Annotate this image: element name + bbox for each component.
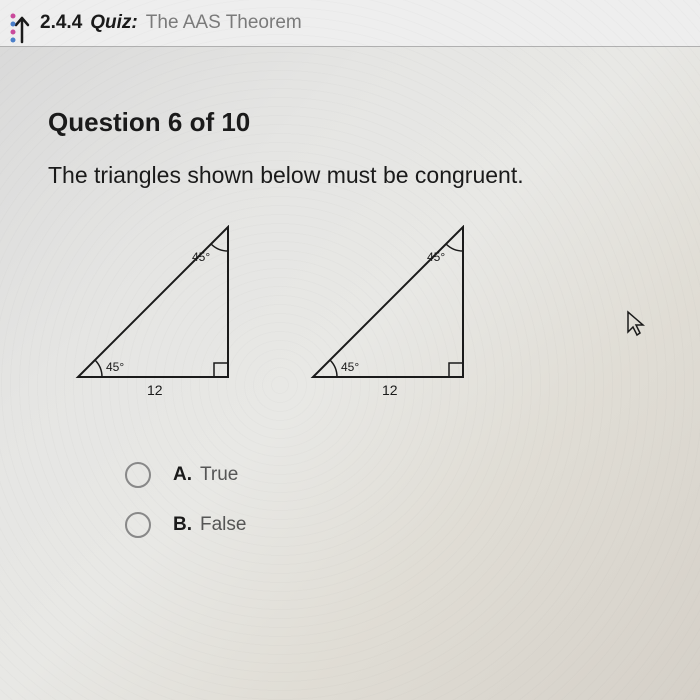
radio-a[interactable] [125, 462, 151, 488]
option-b-letter: B. [173, 514, 192, 536]
svg-text:45°: 45° [341, 360, 359, 374]
option-b[interactable]: B. False [125, 512, 700, 538]
svg-text:12: 12 [382, 382, 398, 398]
quiz-header-bar: 2.4.4 Quiz: The AAS Theorem [0, 0, 700, 47]
svg-text:45°: 45° [427, 250, 445, 264]
triangles-figure: 45° 45° 12 45° 45° 12 [70, 225, 700, 400]
cursor-icon [624, 310, 648, 338]
question-prompt: The triangles shown below must be congru… [48, 162, 700, 189]
quiz-title: The AAS Theorem [146, 12, 302, 34]
triangle-left: 45° 45° 12 [70, 225, 240, 400]
nav-arrow-icon[interactable] [4, 8, 32, 48]
option-a-text: True [200, 464, 238, 486]
radio-b[interactable] [125, 512, 151, 538]
option-b-text: False [200, 514, 246, 536]
option-a[interactable]: A. True [125, 462, 700, 488]
quiz-label: Quiz: [90, 12, 138, 34]
svg-text:45°: 45° [106, 360, 124, 374]
svg-text:45°: 45° [192, 250, 210, 264]
answer-options: A. True B. False [125, 462, 700, 538]
triangle-right: 45° 45° 12 [305, 225, 475, 400]
question-number: Question 6 of 10 [48, 107, 700, 138]
svg-text:12: 12 [147, 382, 163, 398]
quiz-section-number: 2.4.4 [40, 12, 82, 34]
option-a-letter: A. [173, 464, 192, 486]
